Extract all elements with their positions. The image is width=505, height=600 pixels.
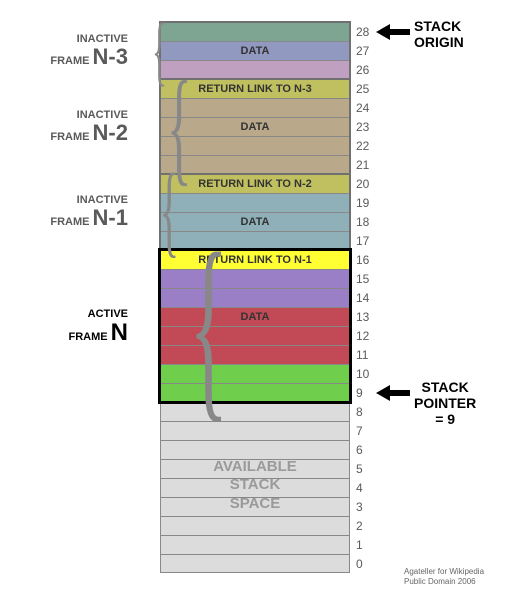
available-space-label: AVAILABLE STACK SPACE — [160, 458, 350, 514]
stack-origin-label: STACK ORIGIN — [414, 18, 464, 50]
addr-6: 6 — [354, 440, 376, 459]
addr-19: 19 — [354, 193, 376, 212]
stack-cell-2 — [160, 516, 350, 535]
stack-origin-arrow — [376, 24, 410, 40]
cell-label: DATA — [241, 45, 270, 57]
frame-label-N: ACTIVEFRAME N — [8, 308, 128, 346]
addr-15: 15 — [354, 269, 376, 288]
addr-17: 17 — [354, 231, 376, 250]
addr-25: 25 — [354, 79, 376, 98]
available-line3: SPACE — [230, 495, 281, 512]
addr-9: 9 — [354, 383, 376, 402]
addr-8: 8 — [354, 402, 376, 421]
addr-11: 11 — [354, 345, 376, 364]
addr-12: 12 — [354, 326, 376, 345]
addr-20: 20 — [354, 174, 376, 193]
stack-pointer-label: STACK POINTER = 9 — [414, 379, 476, 427]
credit-text: Agateller for Wikipedia Public Domain 20… — [404, 567, 484, 586]
addr-3: 3 — [354, 497, 376, 516]
addr-18: 18 — [354, 212, 376, 231]
frame-label-N-1: INACTIVEFRAME N-1 — [8, 194, 128, 230]
addr-5: 5 — [354, 459, 376, 478]
diagram-stage: DATA RETURN LINK TO N-3 DATA RETURN LINK TO… — [0, 0, 505, 600]
addr-26: 26 — [354, 60, 376, 79]
addr-7: 7 — [354, 421, 376, 440]
cell-label: DATA — [241, 311, 270, 323]
addr-21: 21 — [354, 155, 376, 174]
cell-label: RETURN LINK TO N-2 — [198, 178, 311, 190]
addr-23: 23 — [354, 117, 376, 136]
address-column: 2827262524232221201918171615141312111098… — [354, 22, 376, 573]
stack-cell-0 — [160, 554, 350, 573]
brace-N-2: { — [167, 62, 192, 157]
addr-14: 14 — [354, 288, 376, 307]
addr-16: 16 — [354, 250, 376, 269]
stack-pointer-arrow — [376, 385, 410, 401]
brace-N-3: { — [152, 12, 167, 69]
addr-4: 4 — [354, 478, 376, 497]
cell-label: DATA — [241, 216, 270, 228]
addr-2: 2 — [354, 516, 376, 535]
cell-label: RETURN LINK TO N-3 — [198, 83, 311, 95]
addr-13: 13 — [354, 307, 376, 326]
available-line2: STACK — [230, 476, 281, 493]
stack-cell-6 — [160, 440, 350, 459]
frame-label-N-2: INACTIVEFRAME N-2 — [8, 109, 128, 145]
available-line1: AVAILABLE — [213, 458, 297, 475]
addr-0: 0 — [354, 554, 376, 573]
addr-24: 24 — [354, 98, 376, 117]
stack-cell-1 — [160, 535, 350, 554]
stack-cell-28 — [160, 22, 350, 41]
cell-label: DATA — [241, 121, 270, 133]
addr-27: 27 — [354, 41, 376, 60]
addr-22: 22 — [354, 136, 376, 155]
addr-10: 10 — [354, 364, 376, 383]
frame-label-N-3: INACTIVEFRAME N-3 — [8, 33, 128, 69]
brace-N: { — [189, 223, 228, 375]
addr-1: 1 — [354, 535, 376, 554]
addr-28: 28 — [354, 22, 376, 41]
brace-N-1: { — [160, 160, 180, 236]
